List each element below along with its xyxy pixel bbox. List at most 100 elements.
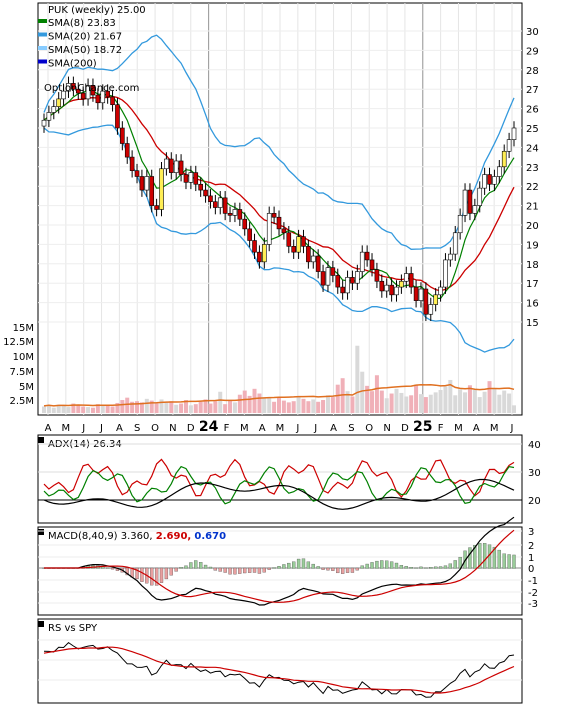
macd-histogram-bar bbox=[125, 567, 129, 576]
macd-histogram-bar bbox=[179, 567, 183, 569]
macd-histogram-bar bbox=[203, 564, 208, 569]
volume-bar bbox=[492, 388, 497, 413]
volume-bar bbox=[458, 389, 463, 413]
macd-histogram-bar bbox=[453, 560, 457, 569]
macd-histogram-bar bbox=[311, 563, 315, 569]
volume-bar bbox=[159, 399, 164, 413]
volume-bar bbox=[443, 386, 448, 413]
candle-body bbox=[462, 189, 468, 216]
candle-body bbox=[208, 195, 213, 203]
volume-bar bbox=[291, 401, 296, 413]
volume-bar bbox=[389, 393, 394, 413]
macd-histogram-bar bbox=[252, 567, 257, 573]
month-label: J bbox=[510, 423, 514, 434]
volume-bar bbox=[467, 385, 472, 413]
volume-bar bbox=[105, 405, 110, 413]
upper-band-line bbox=[43, 34, 515, 250]
rs-panel: RS vs SPY bbox=[37, 618, 523, 704]
candle-body bbox=[203, 189, 208, 197]
month-label: M bbox=[240, 423, 249, 434]
volume-bar bbox=[183, 400, 188, 413]
macd-histogram-bar bbox=[321, 567, 325, 570]
month-label: J bbox=[295, 423, 299, 434]
candle-body bbox=[188, 172, 194, 183]
macd-histogram-bar bbox=[336, 567, 340, 574]
macd-histogram-bar bbox=[424, 567, 428, 569]
candle-body bbox=[399, 280, 404, 288]
adx-tick-label: 30 bbox=[528, 468, 541, 479]
volume-bar bbox=[477, 397, 482, 413]
macd-tick-label: -1 bbox=[528, 576, 538, 587]
candle-body bbox=[71, 83, 76, 90]
macd-histogram-bar bbox=[199, 562, 203, 569]
price-tick-label: 20 bbox=[526, 221, 539, 232]
volume-bar bbox=[325, 395, 330, 413]
macd-histogram-bar bbox=[326, 567, 330, 571]
macd-histogram-bar bbox=[355, 567, 359, 571]
candle-body bbox=[247, 228, 252, 241]
macd-label: MACD(8,40,9) 3.360, bbox=[48, 531, 153, 542]
candle-body bbox=[139, 176, 145, 191]
legend-label: SMA(200) bbox=[48, 59, 97, 70]
volume-bar bbox=[350, 396, 355, 413]
candle-body bbox=[105, 90, 110, 98]
macd-histogram-bar bbox=[497, 549, 501, 569]
macd-histogram-bar bbox=[512, 554, 516, 569]
candle-body bbox=[506, 139, 512, 152]
candle-body bbox=[266, 213, 272, 245]
macd-histogram-bar bbox=[434, 566, 438, 569]
volume-bar bbox=[242, 390, 247, 413]
candle-body bbox=[271, 213, 277, 218]
candle-body bbox=[487, 174, 492, 185]
macd-histogram-bar bbox=[385, 560, 389, 569]
volume-bar bbox=[179, 403, 184, 413]
price-tick-label: 26 bbox=[526, 105, 539, 116]
macd-histogram-bar bbox=[267, 567, 271, 570]
month-label: D bbox=[187, 423, 195, 434]
legend-label: SMA(50) 18.72 bbox=[48, 45, 122, 56]
price-tick-label: 21 bbox=[526, 202, 539, 213]
macd-histogram-bar bbox=[292, 561, 296, 569]
month-label: D bbox=[401, 423, 409, 434]
volume-bar bbox=[286, 402, 291, 413]
candle-body bbox=[306, 246, 311, 263]
candle-body bbox=[198, 183, 203, 191]
volume-bar bbox=[223, 404, 228, 413]
volume-bar bbox=[130, 401, 135, 413]
volume-bar bbox=[218, 391, 223, 413]
volume-bar bbox=[277, 397, 281, 413]
candlesticks bbox=[41, 76, 517, 322]
price-tick-label: 23 bbox=[526, 163, 539, 174]
price-panel: 15 16 17 18 19 20 21 22 23 24 25 26 27 28 29 30 15M 12.5… bbox=[3, 2, 539, 416]
month-label: N bbox=[169, 423, 176, 434]
candle-body bbox=[330, 267, 336, 276]
svg-text:MACD(8,40,9) 3.360, 2.690, 0.6: MACD(8,40,9) 3.360, 2.690, 0.670 bbox=[48, 531, 226, 542]
adx-tick-label: 20 bbox=[528, 496, 541, 507]
price-tick-label: 29 bbox=[526, 46, 539, 57]
candle-body bbox=[448, 253, 453, 261]
volume-bar bbox=[252, 388, 257, 413]
candle-body bbox=[213, 201, 218, 208]
macd-panel: MACD(8,40,9) 3.360, 2.690, 0.670 3210-1-… bbox=[37, 516, 538, 616]
volume-bar bbox=[512, 405, 516, 413]
volume-bar bbox=[423, 397, 428, 413]
macd-histogram-bar bbox=[473, 545, 477, 569]
candle-body bbox=[252, 240, 257, 253]
candle-body bbox=[389, 284, 394, 296]
macd-histogram-bar bbox=[502, 553, 506, 569]
macd-histogram-bar bbox=[365, 563, 369, 569]
volume-bar bbox=[203, 399, 208, 413]
candle-body bbox=[144, 176, 150, 191]
month-label: 25 bbox=[413, 419, 432, 435]
candle-body bbox=[227, 213, 233, 216]
candle-body bbox=[413, 286, 419, 301]
volume-bar bbox=[61, 405, 66, 413]
macd-histogram-bar bbox=[247, 567, 252, 573]
candle-body bbox=[134, 170, 140, 177]
macd-histogram-bar bbox=[380, 560, 384, 569]
candle-body bbox=[276, 216, 282, 230]
candle-body bbox=[257, 251, 262, 263]
volume-bar bbox=[296, 396, 301, 413]
volume-bar bbox=[228, 400, 233, 413]
candle-body bbox=[222, 197, 228, 214]
